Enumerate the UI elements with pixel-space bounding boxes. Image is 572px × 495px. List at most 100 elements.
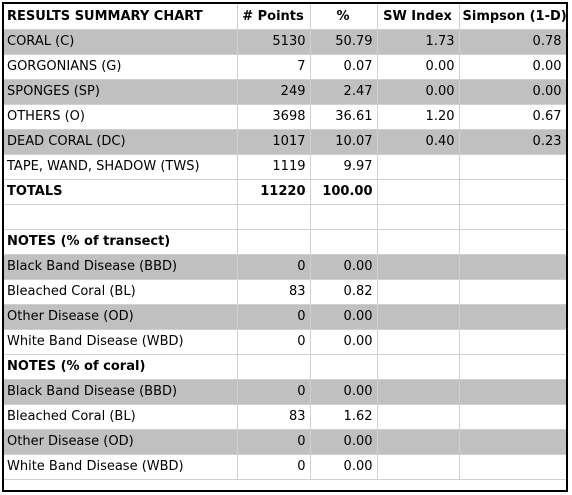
totals-percent[interactable]: 100.00 (310, 179, 378, 205)
empty-cell[interactable] (459, 404, 566, 430)
table-row: Black Band Disease (BBD) 0 0.00 (4, 379, 566, 405)
percent-cell[interactable]: 2.47 (310, 79, 378, 105)
category-cell[interactable]: GORGONIANS (G) (4, 54, 238, 80)
empty-cell[interactable] (377, 204, 460, 230)
empty-cell[interactable] (237, 354, 311, 380)
table-row: OTHERS (O) 3698 36.61 1.20 0.67 (4, 104, 566, 130)
empty-cell[interactable] (459, 229, 566, 255)
results-summary-sheet: RESULTS SUMMARY CHART # Points % SW Inde… (2, 2, 568, 492)
notes-transect-heading[interactable]: NOTES (% of transect) (4, 229, 238, 255)
empty-cell[interactable] (459, 329, 566, 355)
percent-cell[interactable]: 1.62 (310, 404, 378, 430)
sw-index-cell[interactable]: 1.20 (377, 104, 460, 130)
empty-cell[interactable] (237, 229, 311, 255)
percent-cell[interactable]: 0.82 (310, 279, 378, 305)
category-cell[interactable]: OTHERS (O) (4, 104, 238, 130)
sw-index-header[interactable]: SW Index (377, 4, 460, 30)
empty-cell[interactable] (459, 304, 566, 330)
empty-cell[interactable] (377, 329, 460, 355)
percent-cell[interactable]: 0.00 (310, 429, 378, 455)
points-cell[interactable]: 0 (237, 379, 311, 405)
percent-cell[interactable]: 0.00 (310, 304, 378, 330)
empty-cell[interactable] (237, 204, 311, 230)
note-label-cell[interactable]: White Band Disease (WBD) (4, 329, 238, 355)
percent-cell[interactable]: 0.00 (310, 254, 378, 280)
note-label-cell[interactable]: Black Band Disease (BBD) (4, 254, 238, 280)
empty-cell[interactable] (377, 354, 460, 380)
empty-cell[interactable] (459, 454, 566, 480)
table-row: TAPE, WAND, SHADOW (TWS) 1119 9.97 (4, 154, 566, 180)
empty-cell[interactable] (377, 304, 460, 330)
empty-cell[interactable] (310, 354, 378, 380)
notes-coral-heading[interactable]: NOTES (% of coral) (4, 354, 238, 380)
empty-cell[interactable] (377, 179, 460, 205)
empty-cell[interactable] (459, 354, 566, 380)
empty-cell[interactable] (377, 154, 460, 180)
simpson-cell[interactable]: 0.00 (459, 79, 566, 105)
empty-cell[interactable] (310, 229, 378, 255)
empty-cell[interactable] (377, 454, 460, 480)
simpson-cell[interactable]: 0.00 (459, 54, 566, 80)
percent-cell[interactable]: 0.07 (310, 54, 378, 80)
note-label-cell[interactable]: White Band Disease (WBD) (4, 454, 238, 480)
points-cell[interactable]: 0 (237, 454, 311, 480)
empty-cell[interactable] (377, 429, 460, 455)
percent-cell[interactable]: 36.61 (310, 104, 378, 130)
table-title[interactable]: RESULTS SUMMARY CHART (4, 4, 238, 30)
empty-cell[interactable] (377, 279, 460, 305)
simpson-cell[interactable]: 0.78 (459, 29, 566, 55)
points-cell[interactable]: 83 (237, 404, 311, 430)
category-cell[interactable]: DEAD CORAL (DC) (4, 129, 238, 155)
empty-cell[interactable] (459, 179, 566, 205)
empty-cell[interactable] (459, 279, 566, 305)
points-cell[interactable]: 5130 (237, 29, 311, 55)
percent-cell[interactable]: 50.79 (310, 29, 378, 55)
category-cell[interactable]: TAPE, WAND, SHADOW (TWS) (4, 154, 238, 180)
empty-cell[interactable] (4, 204, 238, 230)
note-label-cell[interactable]: Black Band Disease (BBD) (4, 379, 238, 405)
percent-header[interactable]: % (310, 4, 378, 30)
note-label-cell[interactable]: Other Disease (OD) (4, 304, 238, 330)
percent-cell[interactable]: 0.00 (310, 379, 378, 405)
percent-cell[interactable]: 0.00 (310, 329, 378, 355)
points-cell[interactable]: 0 (237, 304, 311, 330)
category-cell[interactable]: CORAL (C) (4, 29, 238, 55)
points-cell[interactable]: 1119 (237, 154, 311, 180)
table-row: White Band Disease (WBD) 0 0.00 (4, 454, 566, 480)
note-label-cell[interactable]: Bleached Coral (BL) (4, 404, 238, 430)
points-cell[interactable]: 83 (237, 279, 311, 305)
sw-index-cell[interactable]: 0.00 (377, 79, 460, 105)
empty-cell[interactable] (459, 379, 566, 405)
simpson-header[interactable]: Simpson (1-D) (459, 4, 566, 30)
percent-cell[interactable]: 9.97 (310, 154, 378, 180)
empty-cell[interactable] (459, 429, 566, 455)
points-header[interactable]: # Points (237, 4, 311, 30)
empty-cell[interactable] (377, 229, 460, 255)
simpson-cell[interactable]: 0.67 (459, 104, 566, 130)
empty-cell[interactable] (377, 404, 460, 430)
sw-index-cell[interactable]: 0.00 (377, 54, 460, 80)
points-cell[interactable]: 0 (237, 254, 311, 280)
points-cell[interactable]: 1017 (237, 129, 311, 155)
points-cell[interactable]: 3698 (237, 104, 311, 130)
totals-label[interactable]: TOTALS (4, 179, 238, 205)
percent-cell[interactable]: 10.07 (310, 129, 378, 155)
empty-cell[interactable] (310, 204, 378, 230)
empty-cell[interactable] (459, 204, 566, 230)
category-cell[interactable]: SPONGES (SP) (4, 79, 238, 105)
note-label-cell[interactable]: Other Disease (OD) (4, 429, 238, 455)
simpson-cell[interactable]: 0.23 (459, 129, 566, 155)
empty-cell[interactable] (459, 154, 566, 180)
empty-cell[interactable] (459, 254, 566, 280)
points-cell[interactable]: 0 (237, 329, 311, 355)
points-cell[interactable]: 249 (237, 79, 311, 105)
note-label-cell[interactable]: Bleached Coral (BL) (4, 279, 238, 305)
percent-cell[interactable]: 0.00 (310, 454, 378, 480)
sw-index-cell[interactable]: 1.73 (377, 29, 460, 55)
points-cell[interactable]: 0 (237, 429, 311, 455)
empty-cell[interactable] (377, 254, 460, 280)
points-cell[interactable]: 7 (237, 54, 311, 80)
totals-points[interactable]: 11220 (237, 179, 311, 205)
empty-cell[interactable] (377, 379, 460, 405)
sw-index-cell[interactable]: 0.40 (377, 129, 460, 155)
